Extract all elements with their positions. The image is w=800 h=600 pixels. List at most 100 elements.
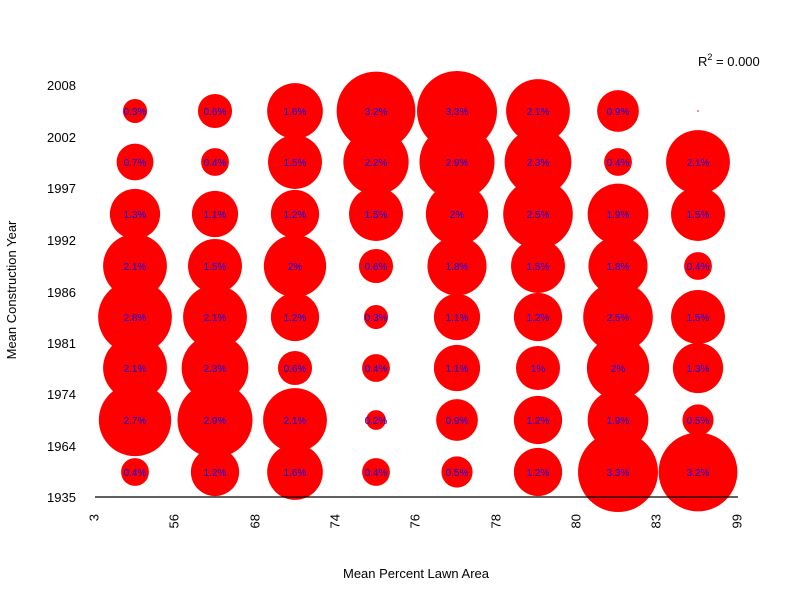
bubble-value-label: 2.9% [446,158,469,169]
bubble-value-label: 0.7% [124,158,147,169]
bubble [116,143,154,181]
bubble [103,234,167,298]
bubble-value-label: 1.9% [607,210,630,221]
bubble [177,382,253,458]
bubble [425,182,489,246]
bubble [513,395,563,445]
bubble [697,110,699,112]
bubble [366,410,386,430]
bubble-value-label: 3.3% [607,468,630,479]
x-tick-label: 83 [648,514,663,528]
bubble-value-label: 3.2% [687,468,710,479]
bubble [583,282,653,352]
bubble-value-label: 2.3% [204,364,227,375]
bubble [98,383,172,457]
y-tick-label: 1997 [47,181,76,196]
bubble-value-label: 0.6% [365,262,388,273]
bubble-value-label: 1.1% [204,210,227,221]
bubble [417,71,497,151]
bubble-value-label: 2.2% [365,158,388,169]
bubble-value-label: 0.6% [204,107,227,118]
bubble-value-label: 1.5% [284,158,307,169]
bubble-value-label: 1.3% [687,364,710,375]
bubble [666,130,730,194]
bubble [201,148,229,176]
r-squared-prefix: R [698,54,707,69]
bubble [658,432,738,512]
bubble-value-label: 2.1% [124,262,147,273]
bubble-value-label: 1.2% [527,468,550,479]
bubble [121,458,149,486]
bubble-value-label: 0.4% [204,158,227,169]
bubble [513,447,563,497]
bubble [197,93,233,129]
bubble-value-label: 0.3% [365,313,388,324]
bubble [277,350,313,386]
x-tick-label: 68 [247,514,262,528]
bubble-value-label: 1.2% [204,468,227,479]
bubble [682,404,714,436]
bubble [587,389,649,451]
bubble-value-label: 0.4% [365,468,388,479]
bubble [672,342,724,394]
bubble-value-label: 1% [531,364,546,375]
bubble-value-label: 0.4% [124,468,147,479]
bubble-value-label: 1.8% [446,262,469,273]
bubble [191,190,239,238]
bubble-value-label: 1.5% [687,313,710,324]
bubble-value-label: 2.8% [124,313,147,324]
bubble [263,234,327,298]
bubble [586,336,650,400]
x-tick-label: 3 [86,514,101,521]
bubble-value-label: 0.4% [687,262,710,273]
y-tick-label: 1986 [47,285,76,300]
bubble-value-label: 0.9% [607,107,630,118]
bubble-value-label: 0.5% [446,468,469,479]
bubble [358,248,394,284]
y-tick-label: 2008 [47,78,76,93]
y-axis-label: Mean Construction Year [4,220,19,359]
bubble-value-label: 1.5% [204,262,227,273]
x-tick-label: 78 [488,514,503,528]
bubble-value-label: 2.5% [607,313,630,324]
bubble-value-label: 2.5% [527,210,550,221]
bubble [433,344,481,392]
bubble [362,354,390,382]
bubble-value-label: 1.3% [124,210,147,221]
bubble-value-label: 2.3% [527,158,550,169]
bubble [103,336,167,400]
bubble-value-label: 0.6% [284,364,307,375]
bubble [363,304,389,330]
y-tick-label: 1974 [47,387,76,402]
bubble-value-label: 3.2% [365,107,388,118]
bubble [109,188,161,240]
r-squared-superscript: 2 [707,52,712,62]
bubble [181,334,249,402]
bubble [597,90,639,132]
bubble-value-label: 1.5% [687,210,710,221]
bubble-value-label: 1.6% [284,107,307,118]
bubble-value-label: 2.1% [527,107,550,118]
bubble [183,285,247,349]
bubble [578,432,658,512]
bubble-value-label: 0.2% [365,416,388,427]
bubble-value-label: 2% [288,262,303,273]
bubble-value-label: 1.8% [607,262,630,273]
x-tick-label: 99 [729,514,744,528]
y-tick-label: 1964 [47,439,76,454]
bubble-value-label: 2.1% [204,313,227,324]
bubble-value-label: 2.7% [124,416,147,427]
y-tick-label: 1992 [47,233,76,248]
bubble-value-label: 1.1% [446,364,469,375]
bubble [515,345,561,391]
bubble-value-label: 0.9% [446,416,469,427]
bubble-value-label: 0.3% [124,107,147,118]
y-tick-labels: 1935 1964 1974 1981 1986 1992 1997 2002 2008 [47,78,76,505]
bubble [671,187,725,241]
bubble-value-label: 2% [450,210,465,221]
bubble-value-label: 0.4% [607,158,630,169]
bubble [671,290,725,344]
bubble-value-label: 1.2% [284,313,307,324]
bubble-value-label: 1.9% [607,416,630,427]
